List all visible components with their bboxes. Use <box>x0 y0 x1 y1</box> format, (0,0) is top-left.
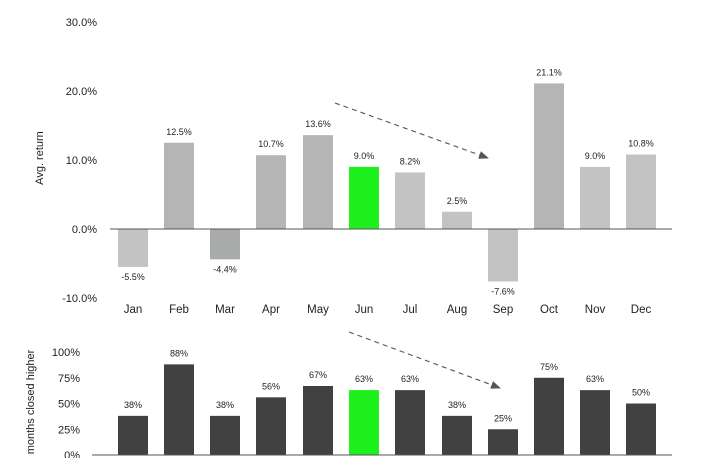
bar-jan <box>118 415 148 455</box>
trend-arrow <box>334 102 489 159</box>
y-tick-label: 10.0% <box>66 155 97 167</box>
data-label: 38% <box>124 400 142 410</box>
y-tick-label: -10.0% <box>62 293 97 305</box>
x-tick-label: Jun <box>355 304 374 316</box>
y-tick-label: 50% <box>58 399 80 411</box>
data-label: 12.5% <box>166 127 192 137</box>
data-label: 63% <box>355 374 373 384</box>
bar-jul <box>395 390 425 455</box>
bar-mar <box>210 229 240 260</box>
x-tick-label: Aug <box>447 304 467 316</box>
data-label: 88% <box>170 348 188 358</box>
data-label: -5.5% <box>121 272 145 282</box>
x-tick-label: Mar <box>215 304 235 316</box>
y-tick-label: 0.0% <box>72 224 97 236</box>
data-label: 67% <box>309 370 327 380</box>
y-axis-label: Avg. return <box>34 131 46 185</box>
bar-sep <box>488 229 518 282</box>
data-label: -7.6% <box>491 286 515 296</box>
bar-apr <box>256 397 286 455</box>
bar-dec <box>626 403 656 455</box>
bar-jun <box>349 166 379 229</box>
bar-aug <box>442 415 472 455</box>
bar-jan <box>118 229 148 267</box>
x-tick-label: Apr <box>262 304 280 316</box>
x-tick-label: Feb <box>169 304 189 316</box>
bar-jun <box>349 390 379 455</box>
data-label: 13.6% <box>305 119 331 129</box>
avg-return-panel: -10.0% 0.0% 10.0% 20.0% 30.0% Avg. return -5.5… <box>34 17 672 316</box>
data-label: 9.0% <box>585 151 606 161</box>
x-tick-label: Sep <box>493 304 513 316</box>
y-tick-label: 0% <box>64 450 80 458</box>
bar-may <box>303 385 333 455</box>
x-tick-label: Nov <box>585 304 606 316</box>
data-label: -4.4% <box>213 264 237 274</box>
bar-mar <box>210 415 240 455</box>
y-tick-label: 100% <box>52 347 80 359</box>
bar-feb <box>164 142 194 229</box>
bar-nov <box>580 390 610 455</box>
data-label: 21.1% <box>536 67 562 77</box>
bar-oct <box>534 377 564 455</box>
x-tick-label: May <box>307 304 329 316</box>
data-label: 10.8% <box>628 138 654 148</box>
bar-sep <box>488 429 518 455</box>
bar-may <box>303 135 333 229</box>
bar-apr <box>256 155 286 229</box>
data-label: 75% <box>540 362 558 372</box>
data-label: 8.2% <box>400 156 421 166</box>
bar-oct <box>534 83 564 229</box>
data-label: 38% <box>216 400 234 410</box>
bar-aug <box>442 211 472 229</box>
bar-feb <box>164 364 194 455</box>
data-label: 38% <box>448 400 466 410</box>
y-axis-label: months closed higher <box>25 349 37 454</box>
y-tick-label: 20.0% <box>66 86 97 98</box>
bar-nov <box>580 166 610 229</box>
x-tick-label: Jan <box>124 304 143 316</box>
x-tick-label: Oct <box>540 304 559 316</box>
bar-jul <box>395 172 425 229</box>
months-closed-higher-panel: 0% 25% 50% 75% 100% months closed higher 38% 88… <box>25 331 672 458</box>
data-label: 50% <box>632 388 650 398</box>
bar-dec <box>626 154 656 229</box>
y-tick-label: 30.0% <box>66 17 97 29</box>
data-label: 63% <box>401 374 419 384</box>
y-tick-label: 75% <box>58 373 80 385</box>
data-label: 63% <box>586 374 604 384</box>
y-tick-label: 25% <box>58 424 80 436</box>
x-tick-label: Jul <box>403 304 418 316</box>
x-tick-label: Dec <box>631 304 652 316</box>
data-label: 10.7% <box>258 139 284 149</box>
data-label: 25% <box>494 413 512 423</box>
data-label: 9.0% <box>354 151 375 161</box>
data-label: 2.5% <box>447 196 468 206</box>
data-label: 56% <box>262 381 280 391</box>
